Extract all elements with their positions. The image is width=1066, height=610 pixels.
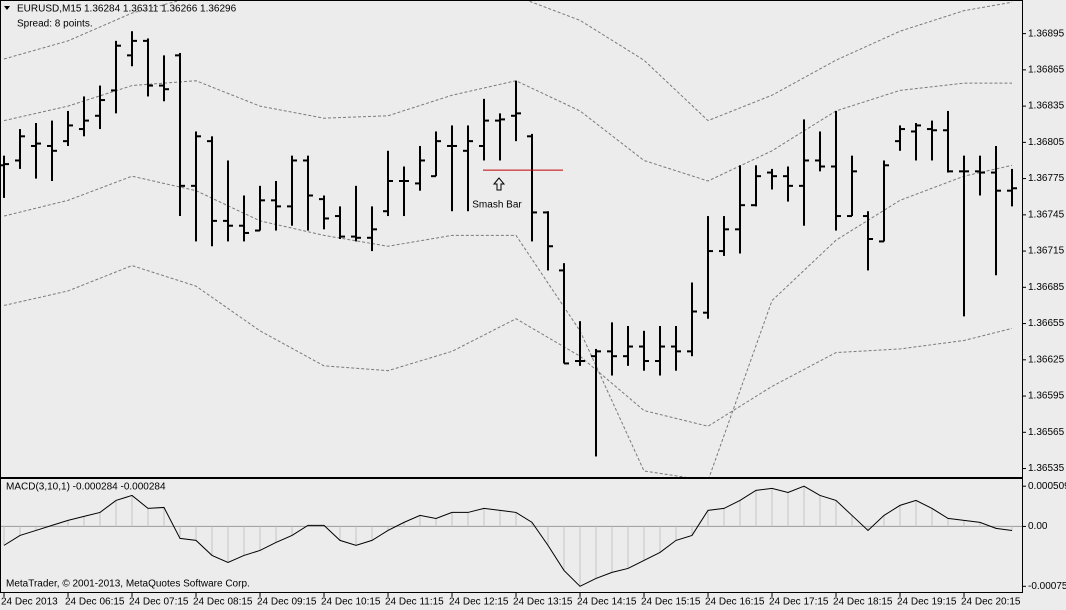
y-tick-label: 1.36565: [1028, 427, 1065, 438]
x-tick-label: 24 Dec 15:15: [641, 597, 701, 608]
x-tick-label: 24 Dec 06:15: [65, 597, 125, 608]
x-tick-label: 24 Dec 19:15: [897, 597, 957, 608]
annotation-label: Smash Bar: [472, 200, 522, 211]
x-tick-label: 24 Dec 2013: [1, 597, 58, 608]
x-tick-label: 24 Dec 14:15: [577, 597, 637, 608]
envelope-band: [3, 1, 1013, 122]
arrow-icon: [492, 177, 506, 191]
price-info: 1.36284 1.36311 1.36266 1.36296: [84, 4, 237, 15]
y-tick-label: 1.36715: [1028, 246, 1065, 257]
envelope-band: [3, 164, 1013, 477]
y-tick-label: -0.000758: [1028, 581, 1066, 592]
symbol-title: EURUSD,M15: [17, 4, 82, 15]
y-tick-label: 1.36655: [1028, 318, 1065, 329]
envelope-band: [3, 265, 1013, 427]
x-tick-label: 24 Dec 07:15: [129, 597, 189, 608]
y-tick-label: 1.36865: [1028, 65, 1065, 76]
main-panel-frame: [0, 0, 1023, 478]
y-tick-label: 1.36625: [1028, 354, 1065, 365]
x-tick-label: 24 Dec 12:15: [449, 597, 509, 608]
macd-title: MACD(3,10,1) -0.000284 -0.000284: [6, 482, 166, 493]
macd-line: [3, 485, 1013, 587]
y-tick-label: 1.36745: [1028, 209, 1065, 220]
y-tick-label: 0.00: [1028, 521, 1048, 532]
y-tick-label: 1.36685: [1028, 282, 1065, 293]
macd-panel-frame: [0, 478, 1023, 593]
envelope-band: [3, 80, 1012, 182]
y-tick-label: 1.36895: [1028, 28, 1065, 39]
x-tick-label: 24 Dec 08:15: [193, 597, 253, 608]
x-tick-label: 24 Dec 18:15: [833, 597, 893, 608]
x-tick-label: 24 Dec 17:15: [769, 597, 829, 608]
credit: MetaTrader, © 2001-2013, MetaQuotes Soft…: [6, 579, 250, 590]
collapse-icon[interactable]: [4, 6, 10, 10]
x-tick-label: 24 Dec 10:15: [321, 597, 381, 608]
x-tick-label: 24 Dec 16:15: [705, 597, 765, 608]
y-tick-label: 1.36775: [1028, 173, 1065, 184]
y-tick-label: 0.000509: [1028, 481, 1066, 492]
y-tick-label: 1.36835: [1028, 101, 1065, 112]
x-tick-label: 24 Dec 13:15: [513, 597, 573, 608]
x-tick-label: 24 Dec 09:15: [257, 597, 317, 608]
y-tick-label: 1.36595: [1028, 391, 1065, 402]
x-tick-label: 24 Dec 20:15: [961, 597, 1021, 608]
spread-note: Spread: 8 points.: [17, 19, 93, 30]
y-tick-label: 1.36805: [1028, 137, 1065, 148]
y-tick-label: 1.36535: [1028, 463, 1065, 474]
x-tick-label: 24 Dec 11:15: [385, 597, 444, 608]
